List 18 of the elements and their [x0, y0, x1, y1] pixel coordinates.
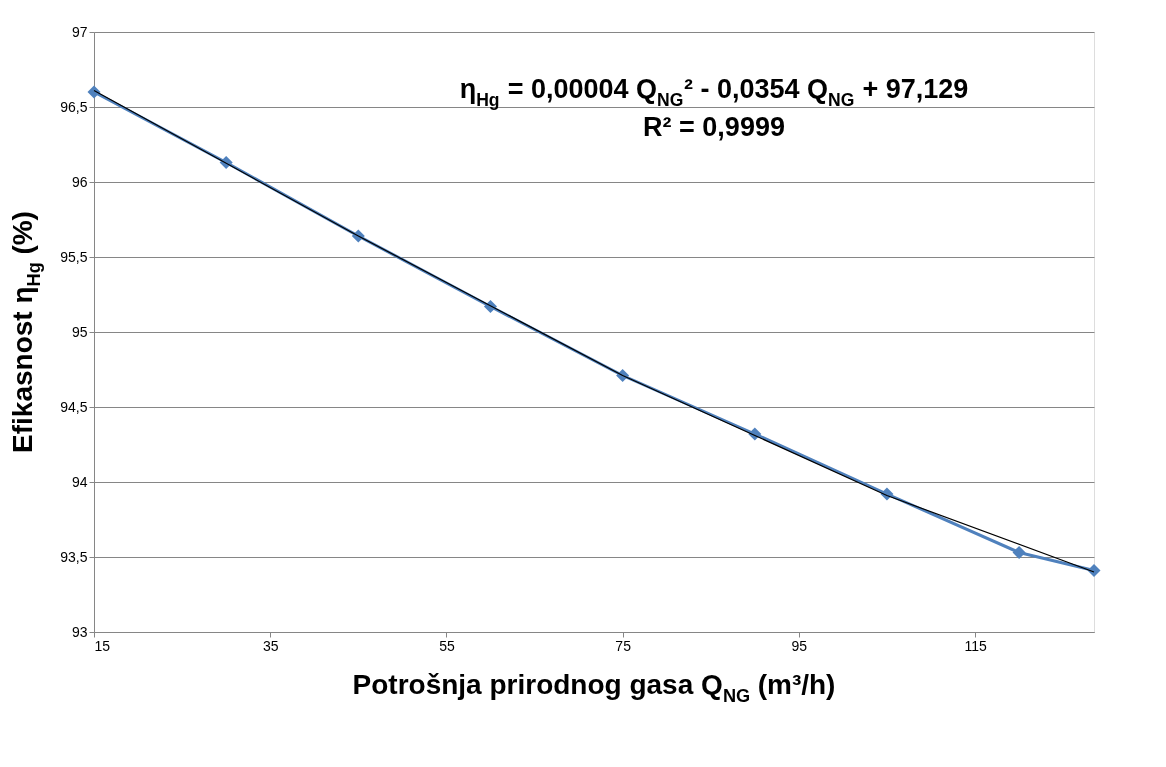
x-tick-label: 115 [964, 637, 987, 654]
y-tick-label: 93 [71, 623, 88, 640]
y-tick-label: 96,5 [60, 98, 88, 115]
point [1012, 545, 1026, 560]
x-tick-label: 95 [791, 637, 808, 654]
y-tick-label: 97 [71, 23, 88, 40]
y-tick-label: 94 [71, 473, 88, 490]
y-axis-title: Efikasnost ηHg (%) [7, 211, 45, 453]
y-tick-label: 93,5 [60, 548, 88, 565]
annotation: R² = 0,9999 [643, 112, 785, 142]
y-tick-label: 95,5 [60, 248, 88, 265]
y-tick-label: 96 [71, 173, 88, 190]
x-tick-label: 15 [94, 637, 111, 654]
y-tick-label: 95 [71, 323, 88, 340]
x-tick-label: 55 [439, 637, 455, 654]
y-tick-label: 94,5 [60, 398, 88, 415]
x-tick-label: 75 [615, 637, 632, 654]
x-tick-label: 35 [262, 637, 279, 654]
